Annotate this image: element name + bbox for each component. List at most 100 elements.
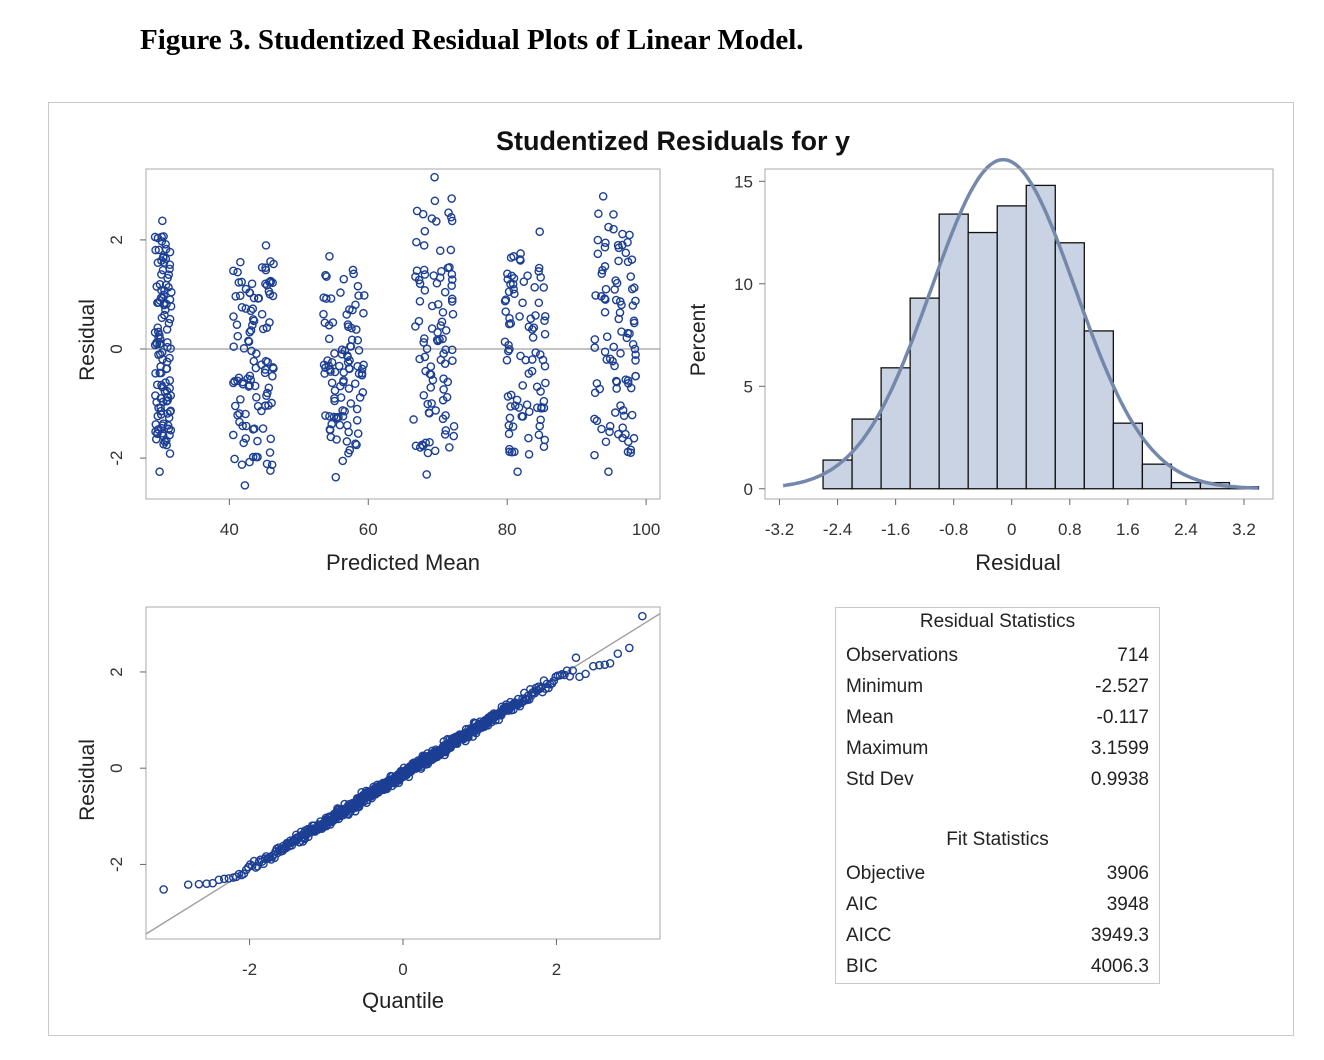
residual-point [327,378,337,388]
residual-point [343,352,352,362]
residual-point [156,423,166,433]
x-tick-label: 40 [220,520,239,539]
stat-label: Std Dev [846,769,914,790]
residual-point [623,257,633,267]
residual-point [248,452,258,462]
stat-value: 3906 [1106,863,1149,884]
residual-point [613,429,623,439]
residual-point [420,270,430,279]
residual-point [240,481,250,490]
residual-point [344,448,353,458]
residual-point [332,435,341,444]
residual-point [230,454,239,464]
residual-point [236,395,245,404]
qq-point [542,679,552,689]
residual-point [438,307,448,317]
residual-point [157,348,167,357]
stat-row: Minimum -2.527 [846,676,1149,700]
residual-point [265,448,275,457]
residual-point [598,191,608,201]
figure-caption: Figure 3. Studentized Residual Plots of … [140,24,804,56]
residual-point [235,417,244,427]
residual-point [162,357,172,367]
residual-point [425,369,435,379]
residual-point [420,286,430,295]
residual-point [266,466,275,475]
residual-point [411,272,420,281]
residual-point [503,269,512,279]
residual-point [156,362,165,371]
statistics-table: Residual Statistics Observations 714 Min… [835,607,1160,984]
residual-point [441,426,451,435]
residual-point [600,242,610,252]
x-tick-label: -0.8 [939,520,968,539]
residual-point [264,383,274,393]
residual-point [447,294,457,304]
stat-row: BIC 4006.3 [846,956,1149,980]
x-tick-label: 80 [498,520,517,539]
residual-point [159,290,168,300]
residual-point [514,403,524,412]
residual-point [357,364,367,374]
residual-point [419,241,429,250]
residual-point [510,289,519,299]
qq-point [159,885,168,894]
residual-point [601,295,610,304]
residual-point [602,332,612,341]
residual-point [516,351,525,361]
residual-point [615,308,625,317]
residual-vs-predicted-plot: 40 60 80 100 -2 0 2 Predicted Mean Residual [76,168,661,575]
residual-point [590,450,599,460]
residual-point [601,437,611,447]
histogram-bar [967,231,998,490]
residual-point [338,456,348,466]
residual-point [631,356,640,365]
residual-point [535,350,545,359]
qq-point [194,879,204,889]
residual-point [354,346,364,355]
residual-point [438,334,447,344]
residual-point [605,421,615,431]
residual-point [165,295,175,304]
residual-point [326,294,336,303]
residual-point [261,401,270,410]
residual-point [532,382,542,392]
residual-point [504,340,513,350]
residual-point [424,408,434,417]
residual-point [352,440,361,450]
residual-point [540,311,550,321]
qq-point [560,670,569,680]
residual-point [590,343,600,352]
qq-point [625,643,634,653]
residual-point [447,269,457,279]
residual-point [515,312,524,321]
residual-point [534,267,543,276]
qq-point [571,653,581,663]
residual-point [261,241,271,250]
residual-point [631,296,640,306]
residual-point [504,319,514,329]
scatter-plot-area [146,172,660,490]
histogram-bar [996,205,1027,490]
x-tick-label: -2 [242,960,257,979]
residual-point [159,258,169,267]
residual-point [447,345,457,355]
residual-point [605,427,614,437]
residual-point [618,406,628,415]
residual-point [245,327,254,337]
residual-point [439,385,448,394]
residual-point [322,272,331,281]
residual-point [628,301,638,310]
residual-point [610,408,620,417]
residual-point [353,335,363,345]
y-tick-label: 0 [107,763,126,772]
residual-point [248,320,257,330]
residual-point [411,322,420,331]
x-tick-label: 2.4 [1174,520,1198,539]
qq-point [259,859,268,869]
residual-point [165,314,175,324]
residual-point [252,392,261,402]
residual-point [621,375,631,384]
residual-point [262,459,272,469]
residual-point [409,415,418,424]
